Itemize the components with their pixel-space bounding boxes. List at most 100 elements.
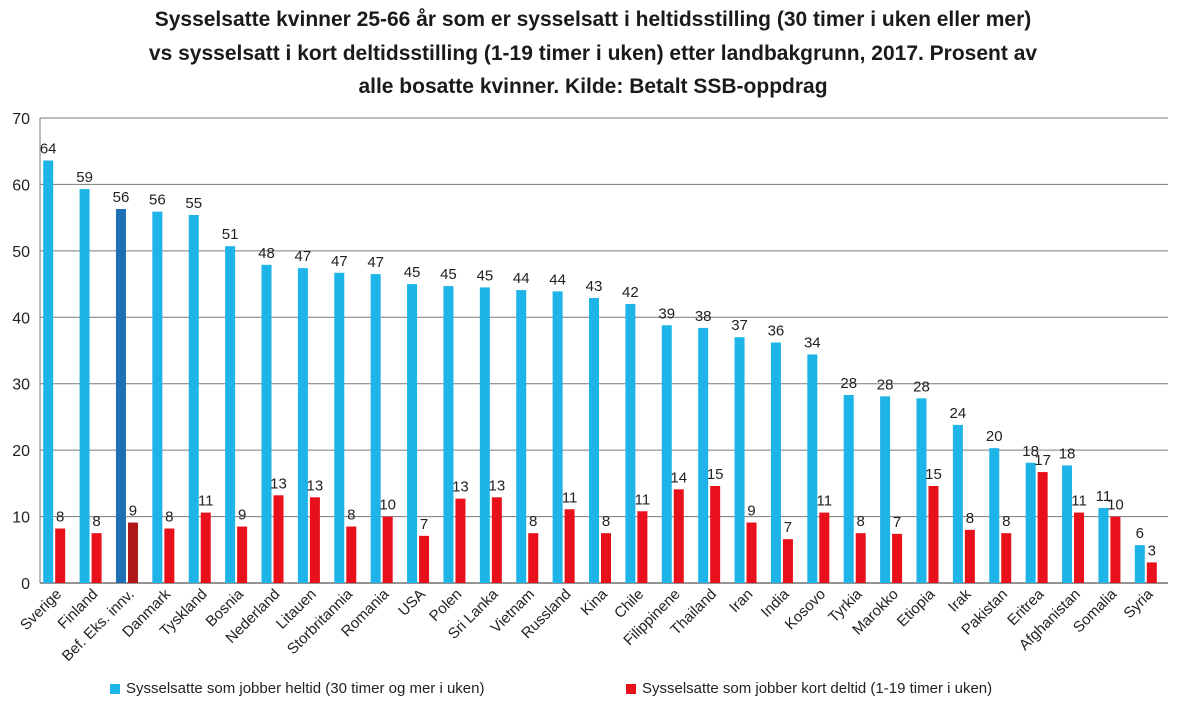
data-label-deltid: 13 [270, 475, 287, 492]
data-label-deltid: 9 [129, 503, 137, 520]
bar-deltid [419, 535, 430, 583]
y-tick-label: 10 [12, 510, 30, 527]
bar-heltid [807, 354, 818, 583]
data-label-deltid: 11 [635, 491, 651, 508]
bar-heltid [1134, 545, 1145, 583]
data-label-heltid: 28 [913, 378, 930, 395]
data-label-deltid: 9 [238, 507, 246, 524]
bar-heltid [1062, 465, 1073, 583]
data-label-heltid: 39 [658, 305, 675, 322]
bar-heltid [552, 291, 563, 583]
data-label-heltid: 38 [695, 308, 712, 325]
bar-deltid [637, 511, 648, 583]
bar-heltid [770, 342, 781, 583]
data-label-deltid: 11 [198, 493, 214, 510]
data-label-deltid: 8 [347, 507, 355, 524]
bar-heltid [589, 298, 599, 583]
legend-label-deltid: Sysselsatte som jobber kort deltid (1-19… [642, 680, 993, 697]
data-label-heltid: 64 [40, 141, 57, 158]
bar-deltid [200, 512, 211, 583]
y-tick-label: 40 [12, 310, 30, 327]
bar-deltid [309, 497, 320, 583]
bar-deltid [819, 512, 830, 583]
data-label-deltid: 11 [817, 493, 833, 510]
legend-label-heltid: Sysselsatte som jobber heltid (30 timer … [126, 680, 485, 697]
bar-heltid [297, 268, 308, 583]
data-label-heltid: 47 [331, 253, 348, 270]
category-label: Irak [945, 585, 975, 615]
data-label-deltid: 8 [857, 513, 865, 530]
data-label-heltid: 48 [258, 245, 275, 262]
y-tick-label: 70 [12, 111, 30, 128]
data-label-heltid: 43 [586, 278, 603, 295]
data-label-heltid: 56 [149, 192, 166, 209]
data-label-deltid: 7 [420, 516, 428, 533]
y-tick-label: 0 [21, 576, 30, 593]
bar-deltid [1037, 472, 1048, 583]
bar-heltid [1098, 507, 1109, 583]
bar-heltid [152, 211, 163, 583]
bar-deltid [964, 529, 975, 583]
bar-deltid [564, 509, 575, 583]
bar-deltid [237, 526, 248, 583]
bar-heltid [1025, 462, 1036, 583]
data-label-heltid: 44 [549, 271, 566, 288]
y-tick-label: 20 [12, 443, 30, 460]
data-label-heltid: 20 [986, 428, 1003, 445]
bar-deltid [127, 522, 138, 583]
data-label-heltid: 11 [1096, 488, 1112, 505]
data-label-deltid: 13 [307, 477, 324, 494]
bar-heltid [843, 395, 854, 583]
bar-heltid [370, 274, 381, 583]
y-tick-label: 30 [12, 377, 30, 394]
bar-heltid [989, 448, 1000, 583]
data-label-heltid: 51 [222, 226, 239, 243]
legend-swatch-blue-icon [110, 684, 120, 695]
legend-swatch-red-icon [626, 684, 636, 695]
bar-deltid [1110, 516, 1121, 583]
bar-heltid [79, 189, 90, 584]
data-label-deltid: 15 [707, 466, 724, 483]
data-label-deltid: 7 [893, 514, 901, 531]
data-label-heltid: 45 [476, 267, 493, 284]
chart-title-line-3: alle bosatte kvinner. Kilde: Betalt SSB-… [358, 75, 828, 98]
bar-deltid [382, 516, 393, 583]
legend-item-deltid: Sysselsatte som jobber kort deltid (1-19… [626, 680, 992, 697]
data-label-deltid: 10 [379, 497, 396, 514]
bar-heltid [952, 424, 963, 583]
data-label-deltid: 8 [529, 513, 537, 530]
data-label-deltid: 7 [784, 519, 792, 536]
bar-deltid [928, 486, 939, 583]
data-label-deltid: 13 [452, 479, 469, 496]
bar-deltid [273, 495, 284, 583]
chart-title-line-2: vs sysselsatt i kort deltidsstilling (1-… [148, 42, 1038, 65]
bar-deltid [673, 489, 684, 583]
y-tick-label: 60 [12, 177, 30, 194]
data-label-deltid: 8 [602, 513, 610, 530]
data-label-deltid: 13 [488, 477, 505, 494]
category-label: Etiopia [894, 585, 939, 630]
category-label: USA [395, 586, 429, 620]
data-label-heltid: 6 [1136, 525, 1144, 542]
data-label-deltid: 14 [670, 469, 687, 486]
data-label-heltid: 36 [768, 323, 785, 340]
data-label-heltid: 18 [1059, 445, 1076, 462]
bar-heltid [734, 337, 745, 583]
chart-title-line-1: Sysselsatte kvinner 25-66 år som er syss… [154, 8, 1032, 31]
category-label: Syria [1120, 585, 1157, 622]
bar-heltid [261, 264, 272, 583]
category-label: Iran [726, 586, 756, 616]
data-label-heltid: 45 [440, 266, 457, 283]
data-label-heltid: 37 [731, 317, 748, 334]
bar-deltid [746, 522, 757, 583]
data-label-deltid: 15 [925, 466, 942, 483]
bar-heltid [625, 304, 636, 583]
bar-heltid [916, 398, 927, 583]
bar-heltid [443, 286, 454, 583]
bar-heltid [188, 214, 199, 583]
bar-deltid [1146, 562, 1157, 583]
data-label-heltid: 45 [404, 264, 421, 281]
bar-heltid [661, 325, 672, 583]
bar-deltid [710, 486, 721, 583]
